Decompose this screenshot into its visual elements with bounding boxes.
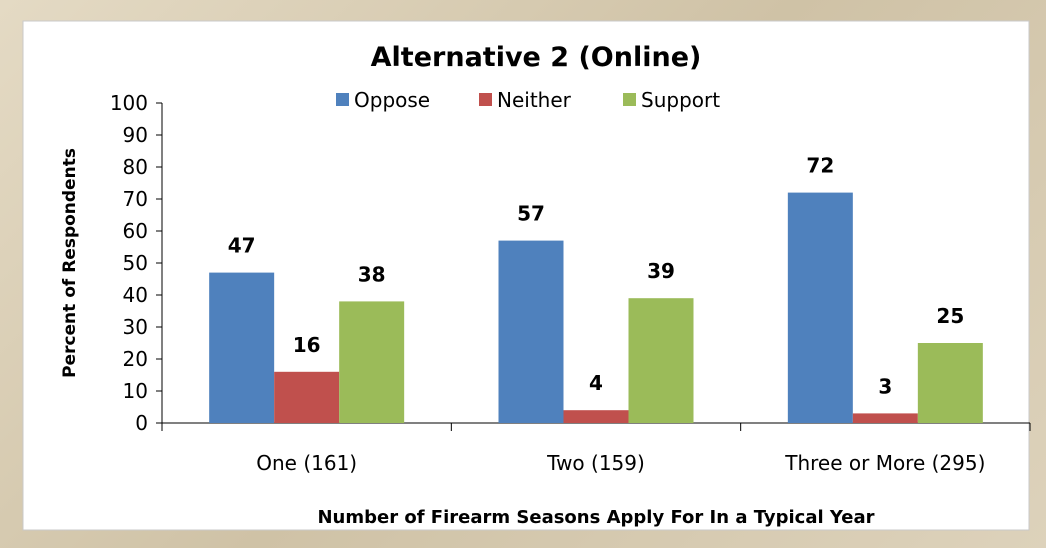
data-label: 57 — [517, 202, 545, 226]
bar-neither-3 — [852, 413, 918, 423]
bars: 47 57 72 16 4 3 38 39 25 — [209, 154, 983, 423]
y-tick-label: 60 — [123, 219, 148, 243]
y-tick-label: 20 — [123, 347, 148, 371]
bar-oppose-2 — [498, 240, 564, 423]
y-tick-label: 10 — [123, 379, 148, 403]
y-tick-label: 80 — [123, 155, 148, 179]
data-label: 39 — [647, 259, 675, 283]
y-tick-label: 30 — [123, 315, 148, 339]
y-tick-label: 100 — [110, 91, 148, 115]
legend-label: Support — [641, 88, 720, 112]
x-tick-label: Three or More (295) — [784, 451, 985, 475]
y-tick-label: 70 — [123, 187, 148, 211]
chart-title: Alternative 2 (Online) — [371, 42, 702, 73]
y-tick-label: 50 — [123, 251, 148, 275]
data-label: 16 — [293, 333, 321, 357]
legend-label: Oppose — [354, 88, 430, 112]
bar-support-1 — [339, 301, 405, 423]
data-label: 38 — [358, 262, 386, 286]
legend-label: Neither — [497, 88, 572, 112]
data-label: 3 — [878, 374, 892, 398]
legend-swatch-oppose — [336, 93, 349, 106]
x-axis: One (161) Two (159) Three or More (295) — [161, 422, 1031, 475]
y-axis-label: Percent of Respondents — [60, 148, 80, 378]
bar-oppose-3 — [787, 192, 853, 423]
y-tick-label: 0 — [135, 411, 148, 435]
y-tick-label: 90 — [123, 123, 148, 147]
data-label: 25 — [936, 304, 964, 328]
data-label: 4 — [589, 371, 603, 395]
x-tick-label: One (161) — [256, 451, 357, 475]
bar-support-3 — [917, 343, 983, 423]
legend-swatch-support — [623, 93, 636, 106]
x-tick-label: Two (159) — [546, 451, 645, 475]
x-axis-label: Number of Firearm Seasons Apply For In a… — [317, 507, 874, 528]
data-label: 47 — [228, 234, 256, 258]
legend: Oppose Neither Support — [336, 88, 720, 112]
y-axis: 0 10 20 30 40 50 60 70 80 90 100 — [110, 91, 163, 435]
data-label: 72 — [806, 154, 834, 178]
y-tick-label: 40 — [123, 283, 148, 307]
bar-oppose-1 — [209, 272, 275, 423]
bar-neither-2 — [563, 410, 629, 423]
bar-support-2 — [628, 298, 694, 423]
bar-neither-1 — [274, 371, 340, 423]
legend-swatch-neither — [479, 93, 492, 106]
